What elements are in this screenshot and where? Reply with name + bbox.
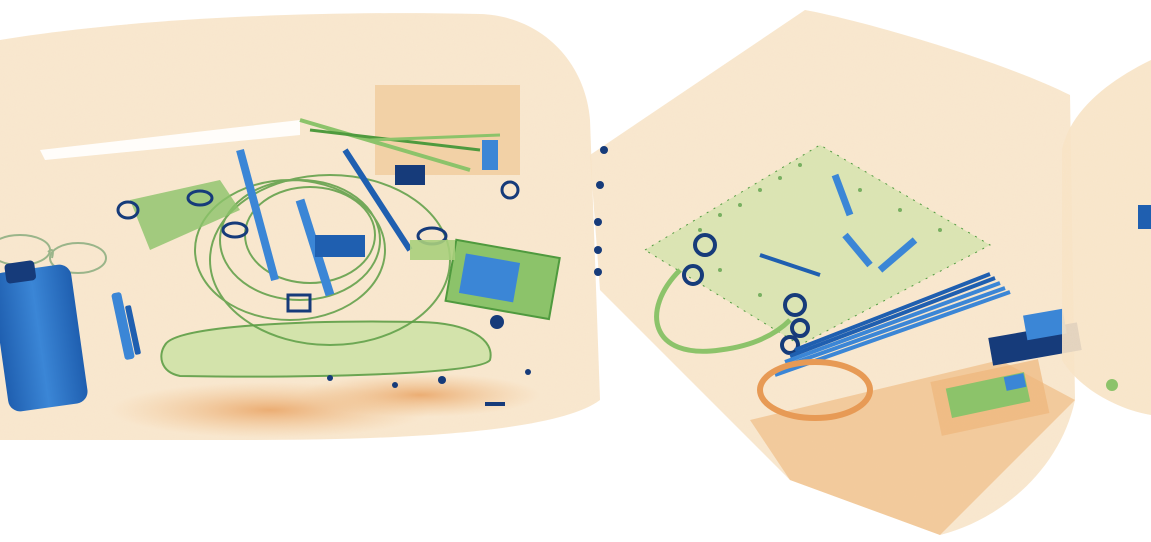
pen-bundle xyxy=(774,272,1011,377)
scissors-cluster xyxy=(116,118,520,313)
pen xyxy=(111,292,141,360)
bag-edge xyxy=(1062,60,1151,415)
pouch xyxy=(160,320,492,378)
circuit-board xyxy=(644,144,992,346)
cable-loop xyxy=(654,268,873,421)
bottle xyxy=(0,260,88,412)
keys xyxy=(682,173,918,355)
small-pcb xyxy=(930,359,1050,436)
electronic-device xyxy=(410,238,561,321)
small-metal-bits xyxy=(327,315,531,406)
usb-device xyxy=(988,308,1082,366)
